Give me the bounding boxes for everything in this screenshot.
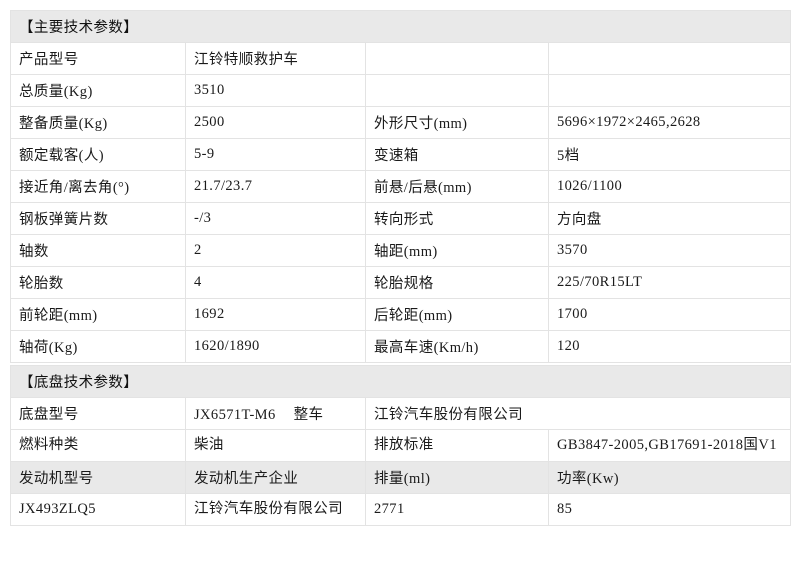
chassis-spec-table: 【底盘技术参数】 底盘型号 JX6571T-M6 整车 江铃汽车股份有限公司 燃料… [9,365,792,526]
row-label-secondary: 变速箱 [365,138,549,171]
row-value: 1692 [185,298,366,331]
section-heading-main: 【主要技术参数】 [9,10,792,43]
table-row: 轴荷(Kg) 1620/1890 最高车速(Km/h) 120 [10,330,792,363]
row-value-secondary: 5696×1972×2465,2628 [547,106,792,139]
chassis-model-code: JX6571T-M6 [194,407,276,423]
row-label: 整备质量(Kg) [10,106,186,139]
table-row: 轮胎数 4 轮胎规格 225/70R15LT [10,266,792,299]
fuel-label: 燃料种类 [10,429,186,462]
engine-displacement-value: 2771 [365,493,549,526]
main-spec-table: 【主要技术参数】 产品型号 江铃特顺救护车 总质量(Kg) 3510 整备质量(… [9,10,792,363]
engine-model-value: JX493ZLQ5 [10,493,186,526]
chassis-model-value: JX6571T-M6 整车 [185,397,366,430]
section-heading-row: 【底盘技术参数】 [9,365,792,398]
section-heading-row: 【主要技术参数】 [9,10,792,43]
row-label-secondary: 轮胎规格 [365,266,549,299]
row-label-secondary: 轴距(mm) [365,234,549,267]
row-value-secondary [547,74,792,107]
row-label: 总质量(Kg) [10,74,186,107]
row-value: 5-9 [185,138,366,171]
row-value: 1620/1890 [185,330,366,363]
emission-value: GB3847-2005,GB17691-2018国V1 [547,429,792,462]
fuel-value: 柴油 [185,429,366,462]
row-label: 额定载客(人) [10,138,186,171]
engine-maker-header: 发动机生产企业 [185,461,366,494]
row-value: 21.7/23.7 [185,170,366,203]
engine-displacement-header: 排量(ml) [365,461,549,494]
engine-power-value: 85 [547,493,792,526]
row-label: 轴荷(Kg) [10,330,186,363]
chassis-vehicle-word: 整车 [293,407,324,423]
row-value: 江铃特顺救护车 [185,42,366,75]
emission-label: 排放标准 [365,429,549,462]
row-label-secondary [365,74,549,107]
row-label-secondary: 外形尺寸(mm) [365,106,549,139]
engine-maker-value: 江铃汽车股份有限公司 [185,493,366,526]
row-value: 2 [185,234,366,267]
row-value: 3510 [185,74,366,107]
row-value-secondary: 1026/1100 [547,170,792,203]
row-value-secondary: 120 [547,330,792,363]
row-value: 2500 [185,106,366,139]
table-row: 轴数 2 轴距(mm) 3570 [10,234,792,267]
row-value-secondary [547,42,792,75]
table-row: 额定载客(人) 5-9 变速箱 5档 [10,138,792,171]
row-label-secondary: 前悬/后悬(mm) [365,170,549,203]
chassis-manufacturer: 江铃汽车股份有限公司 [364,397,792,430]
table-row: 钢板弹簧片数 -/3 转向形式 方向盘 [10,202,792,235]
engine-power-header: 功率(Kw) [547,461,792,494]
row-value-secondary: 3570 [547,234,792,267]
table-row-chassis-model: 底盘型号 JX6571T-M6 整车 江铃汽车股份有限公司 [10,397,792,430]
table-row: 总质量(Kg) 3510 [10,74,792,107]
row-label-secondary: 最高车速(Km/h) [365,330,549,363]
engine-value-row: JX493ZLQ5 江铃汽车股份有限公司 2771 85 [10,493,792,526]
row-value: 4 [185,266,366,299]
row-label: 前轮距(mm) [10,298,186,331]
table-row: 整备质量(Kg) 2500 外形尺寸(mm) 5696×1972×2465,26… [10,106,792,139]
row-value: -/3 [185,202,366,235]
row-label: 轴数 [10,234,186,267]
row-label: 产品型号 [10,42,186,75]
row-label: 轮胎数 [10,266,186,299]
engine-header-row: 发动机型号 发动机生产企业 排量(ml) 功率(Kw) [10,461,792,494]
engine-model-header: 发动机型号 [10,461,186,494]
row-label-secondary [365,42,549,75]
table-row-fuel-emission: 燃料种类 柴油 排放标准 GB3847-2005,GB17691-2018国V1 [10,429,792,462]
row-label: 钢板弹簧片数 [10,202,186,235]
section-heading-chassis: 【底盘技术参数】 [9,365,792,398]
chassis-model-label: 底盘型号 [10,397,186,430]
table-row: 产品型号 江铃特顺救护车 [10,42,792,75]
table-row: 前轮距(mm) 1692 后轮距(mm) 1700 [10,298,792,331]
row-label: 接近角/离去角(°) [10,170,186,203]
table-row: 接近角/离去角(°) 21.7/23.7 前悬/后悬(mm) 1026/1100 [10,170,792,203]
row-value-secondary: 225/70R15LT [547,266,792,299]
row-value-secondary: 5档 [547,138,792,171]
row-value-secondary: 方向盘 [547,202,792,235]
row-label-secondary: 后轮距(mm) [365,298,549,331]
row-label-secondary: 转向形式 [365,202,549,235]
row-value-secondary: 1700 [547,298,792,331]
